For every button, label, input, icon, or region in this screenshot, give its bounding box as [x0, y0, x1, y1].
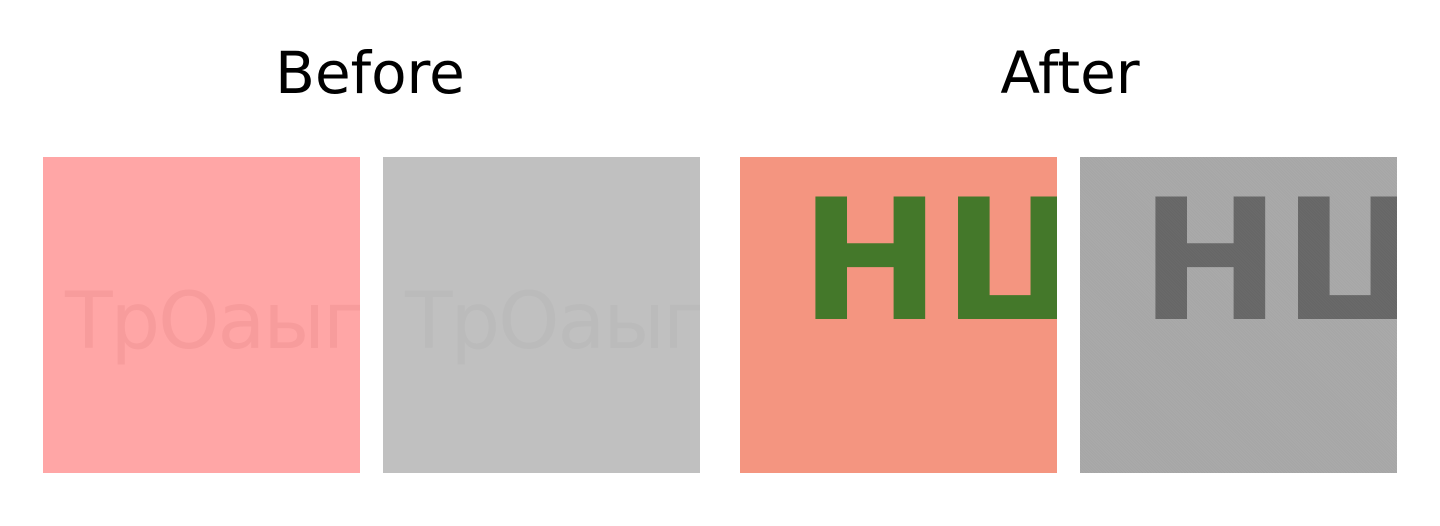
before-heading: Before — [275, 39, 465, 107]
after-heading: After — [1000, 39, 1140, 107]
after-grayscale-swatch: НШ — [1080, 157, 1397, 473]
before-color-faint-text: ТрОаыг — [65, 277, 360, 367]
before-color-swatch: ТрОаыг — [43, 157, 360, 473]
after-color-swatch: НШ — [740, 157, 1057, 473]
before-grayscale-faint-text: ТрОаыг — [405, 277, 700, 367]
before-grayscale-swatch: ТрОаыг — [383, 157, 700, 473]
after-grayscale-bold-text: НШ — [1140, 163, 1397, 359]
after-color-bold-text: НШ — [800, 163, 1057, 359]
